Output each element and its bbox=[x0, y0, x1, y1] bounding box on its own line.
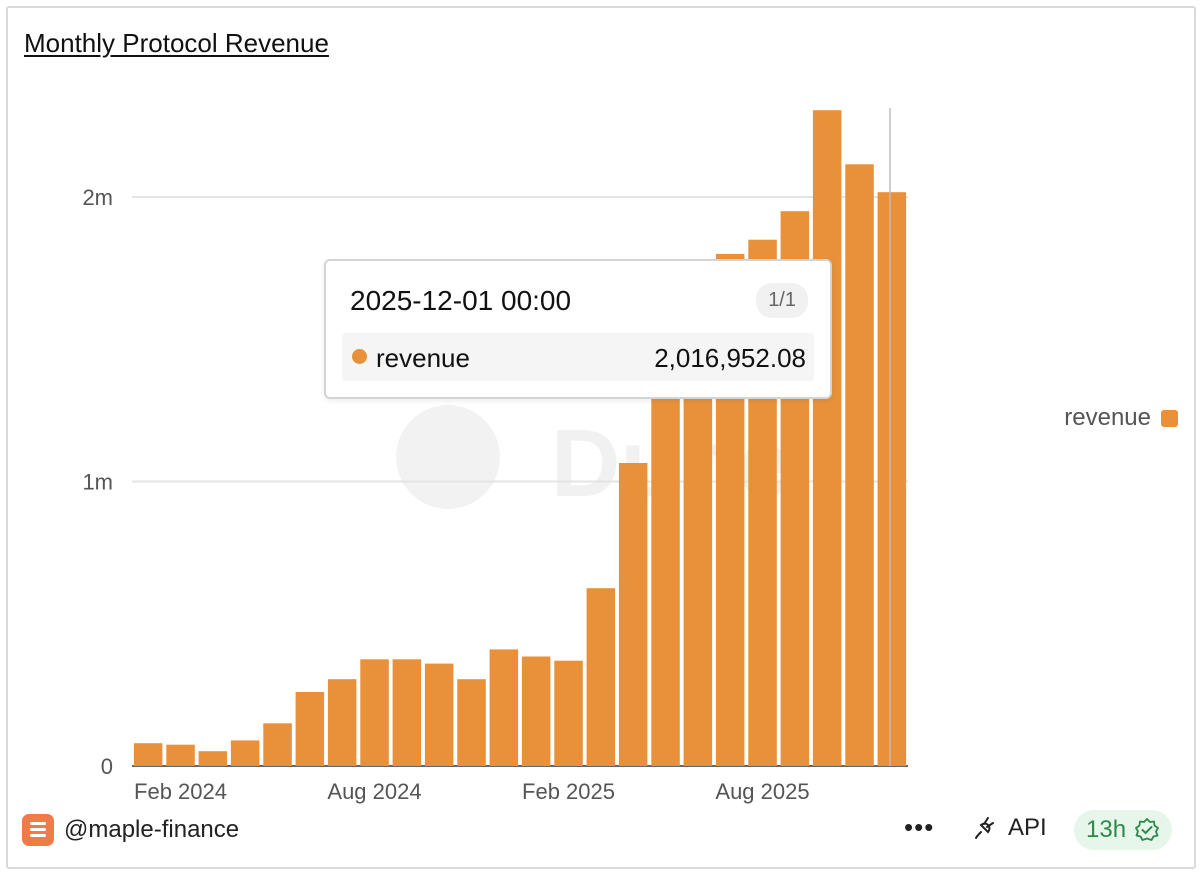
bar-2024-08[interactable] bbox=[360, 659, 389, 766]
y-axis: 0 1m 2m bbox=[82, 185, 113, 779]
bar-2025-04[interactable] bbox=[618, 463, 648, 766]
tooltip-series-row: revenue 2,016,952.08 bbox=[342, 333, 814, 381]
x-tick-label: Aug 2025 bbox=[715, 779, 809, 804]
dune-logo-icon bbox=[396, 405, 500, 509]
tooltip-page-indicator: 1/1 bbox=[756, 283, 808, 318]
bar-2024-04[interactable] bbox=[230, 740, 260, 766]
chart-title[interactable]: Monthly Protocol Revenue bbox=[24, 28, 329, 58]
legend[interactable]: revenue bbox=[1064, 404, 1178, 432]
bar-2025-11[interactable] bbox=[845, 164, 874, 767]
gridlines bbox=[132, 196, 908, 767]
plug-icon bbox=[975, 817, 994, 839]
owner-link[interactable]: @maple-finance bbox=[22, 814, 239, 846]
y-tick-label: 2m bbox=[82, 185, 113, 210]
bar-2024-03[interactable] bbox=[198, 751, 228, 766]
freshness-text: 13h bbox=[1086, 816, 1127, 843]
bar-2025-12[interactable] bbox=[877, 192, 907, 766]
bar-2024-02[interactable] bbox=[166, 744, 195, 766]
bar-2024-07[interactable] bbox=[327, 679, 357, 766]
x-axis: Feb 2024 Aug 2024 Feb 2025 Aug 2025 bbox=[134, 779, 810, 804]
more-options-button[interactable]: ••• bbox=[904, 812, 935, 842]
legend-swatch bbox=[1161, 409, 1178, 427]
bar-2025-02[interactable] bbox=[554, 660, 583, 766]
bar-2024-12[interactable] bbox=[489, 649, 519, 766]
x-tick-label: Feb 2024 bbox=[134, 779, 227, 804]
y-tick-label: 1m bbox=[82, 470, 113, 495]
x-tick-label: Feb 2025 bbox=[522, 779, 615, 804]
bar-2024-11[interactable] bbox=[457, 679, 486, 766]
bar-2024-05[interactable] bbox=[263, 723, 292, 766]
bar-2024-09[interactable] bbox=[392, 659, 422, 766]
api-label: API bbox=[1008, 814, 1047, 841]
bars bbox=[133, 110, 907, 767]
tooltip-series-value: 2,016,952.08 bbox=[654, 343, 806, 373]
series-dot-icon bbox=[352, 349, 367, 364]
tooltip-date: 2025-12-01 00:00 bbox=[350, 285, 572, 316]
api-button[interactable]: API bbox=[972, 814, 1047, 842]
bar-2025-10[interactable] bbox=[812, 110, 842, 766]
verified-check-icon bbox=[1135, 818, 1159, 841]
legend-label: revenue bbox=[1064, 404, 1151, 431]
bar-2024-10[interactable] bbox=[424, 663, 454, 766]
freshness-badge[interactable]: 13h bbox=[1074, 810, 1173, 850]
x-tick-label: Aug 2024 bbox=[327, 779, 421, 804]
tooltip: 2025-12-01 00:00 1/1 revenue 2,016,952.0… bbox=[324, 259, 832, 399]
tooltip-series-name: revenue bbox=[376, 343, 470, 373]
bar-2025-01[interactable] bbox=[521, 656, 551, 767]
bar-2024-06[interactable] bbox=[295, 692, 325, 766]
y-tick-label: 0 bbox=[101, 754, 113, 779]
bar-2024-01[interactable] bbox=[133, 743, 163, 766]
maple-logo-icon bbox=[22, 814, 54, 846]
owner-name: @maple-finance bbox=[64, 816, 240, 843]
footer: @maple-finance ••• API 13h bbox=[8, 808, 1194, 858]
bar-2025-03[interactable] bbox=[586, 588, 616, 766]
